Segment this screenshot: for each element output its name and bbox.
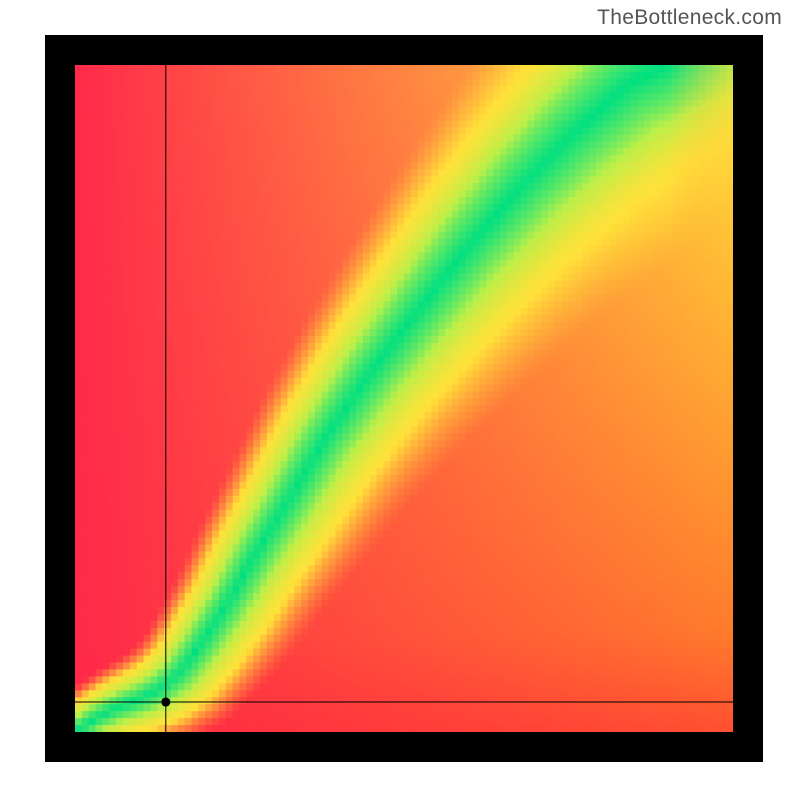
bottleneck-heatmap	[0, 0, 800, 800]
watermark-text: TheBottleneck.com	[597, 6, 782, 30]
